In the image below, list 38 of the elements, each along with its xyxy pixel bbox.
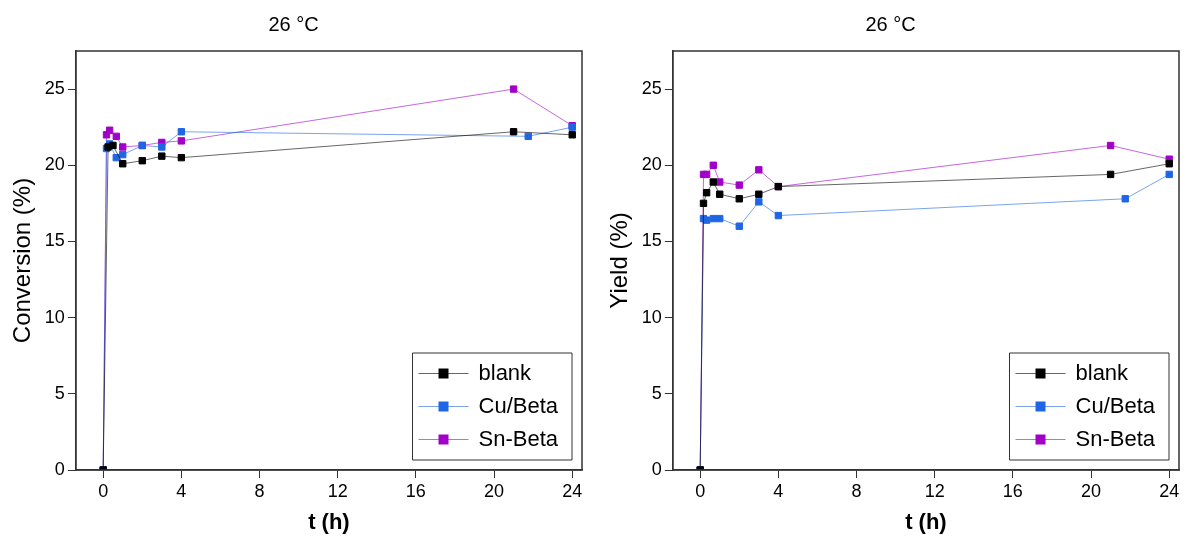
x-axis-title: t (h) — [905, 508, 947, 534]
y-tick-label: 25 — [44, 78, 65, 99]
x-tick-label: 16 — [1002, 480, 1023, 501]
y-tick-label: 20 — [44, 154, 65, 175]
legend-label: Cu/Beta — [478, 392, 559, 418]
x-tick-label: 16 — [405, 480, 426, 501]
y-tick-label: 0 — [651, 458, 662, 479]
x-tick-label: 8 — [254, 480, 265, 501]
x-tick-label: 24 — [562, 480, 583, 501]
x-tick-label: 24 — [1159, 480, 1180, 501]
chart-title: 26 °C — [268, 12, 319, 35]
y-tick-label: 25 — [641, 78, 662, 99]
x-tick-label: 4 — [773, 480, 784, 501]
y-axis-title: Conversion (%) — [8, 177, 36, 344]
legend-label: blank — [478, 359, 533, 385]
y-tick-label: 5 — [54, 382, 65, 403]
legend-label: Sn-Beta — [478, 425, 559, 451]
x-tick-label: 0 — [695, 480, 706, 501]
y-tick-label: 5 — [651, 382, 662, 403]
y-tick-label: 0 — [54, 458, 65, 479]
x-tick-label: 20 — [1081, 480, 1102, 501]
legend-label: Sn-Beta — [1075, 425, 1156, 451]
y-axis-title: Yield (%) — [605, 212, 633, 309]
x-tick-label: 20 — [484, 480, 505, 501]
x-axis-title: t (h) — [308, 508, 350, 534]
legend-label: blank — [1075, 359, 1130, 385]
legend-label: Cu/Beta — [1075, 392, 1156, 418]
x-tick-label: 12 — [327, 480, 348, 501]
x-tick-label: 8 — [851, 480, 862, 501]
y-tick-label: 20 — [641, 154, 662, 175]
y-tick-label: 15 — [641, 230, 662, 251]
x-tick-label: 12 — [924, 480, 945, 501]
y-tick-label: 15 — [44, 230, 65, 251]
x-tick-label: 4 — [176, 480, 187, 501]
y-tick-label: 10 — [44, 306, 65, 327]
x-tick-label: 0 — [98, 480, 109, 501]
chart-title: 26 °C — [865, 12, 916, 35]
y-tick-label: 10 — [641, 306, 662, 327]
